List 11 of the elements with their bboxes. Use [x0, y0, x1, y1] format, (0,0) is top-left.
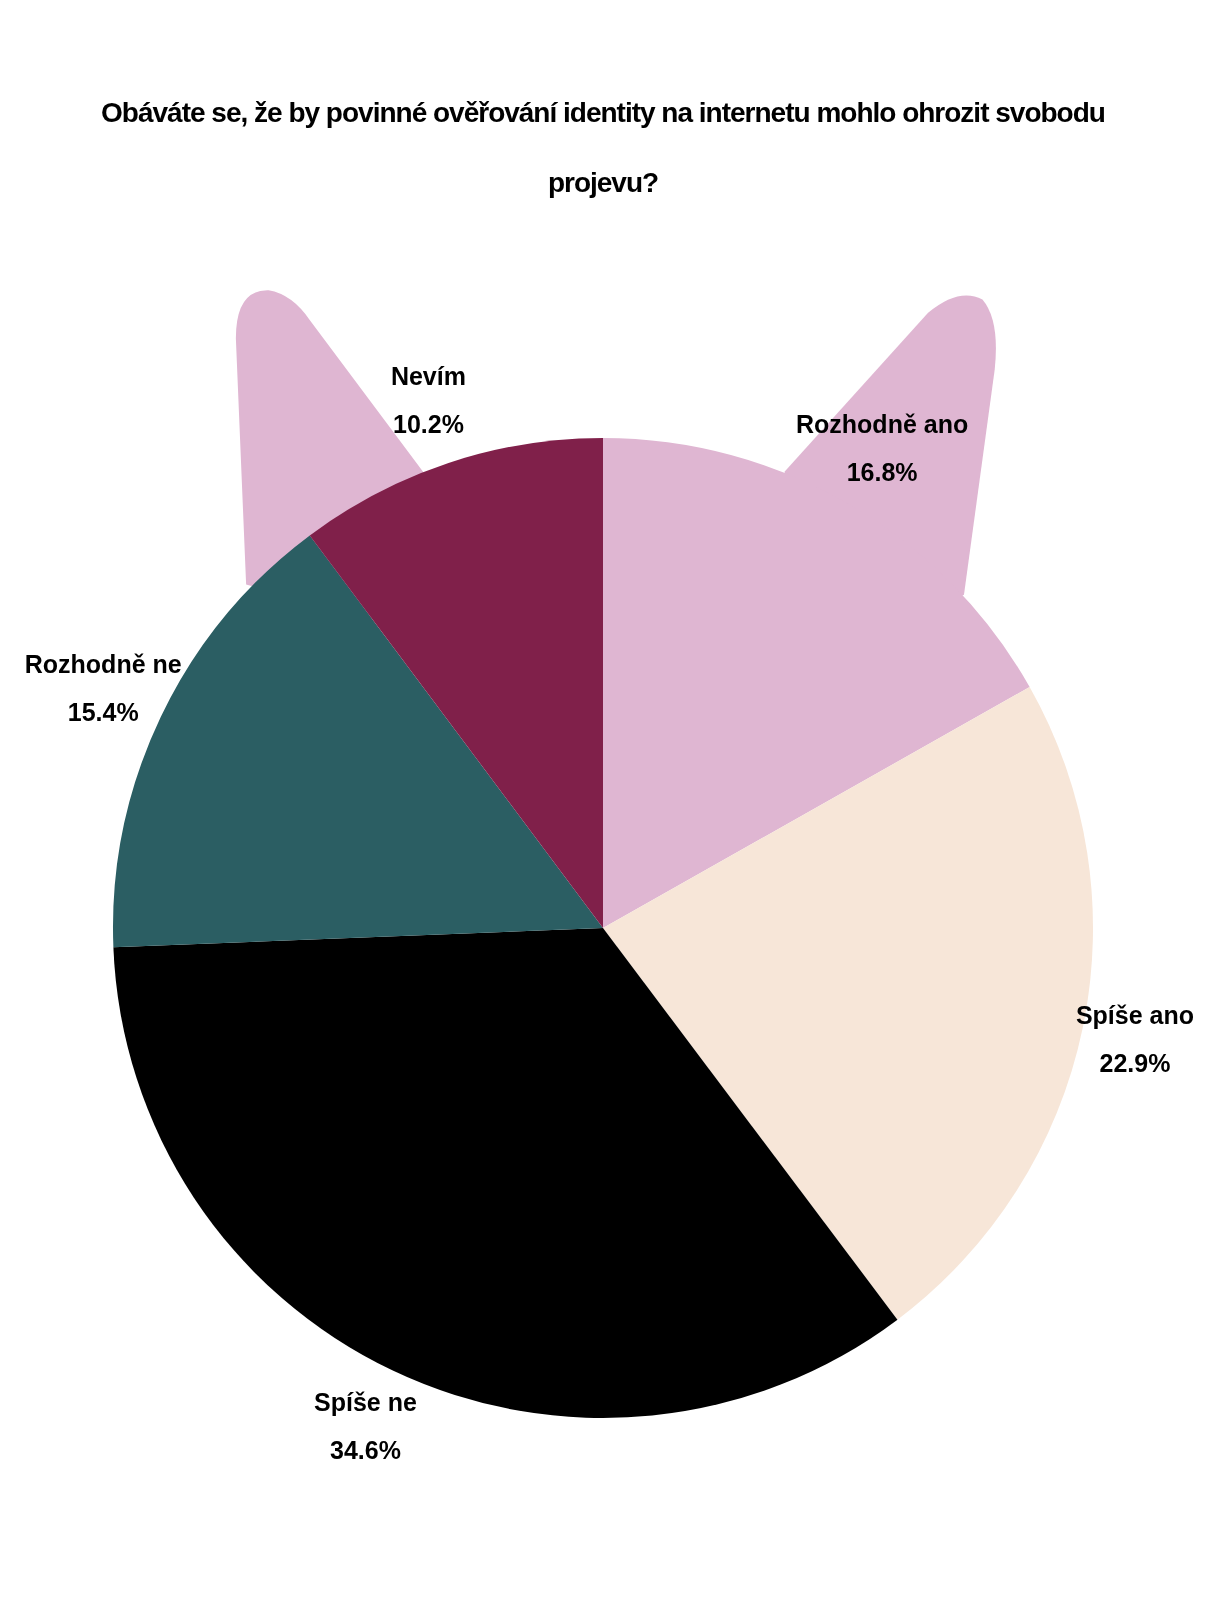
- chart-title: Obáváte se, že by povinné ověřování identity na internetu mohlo ohrozit svobodu projevu?: [101, 97, 1105, 198]
- slice-label: Spíše ne: [314, 1388, 417, 1417]
- data-label: 16.8%: [846, 457, 918, 486]
- data-label: 15.4%: [67, 697, 139, 726]
- slice-label: Nevím: [390, 362, 466, 391]
- data-label: 10.2%: [392, 410, 464, 439]
- slice-label: Spíše ano: [1075, 1001, 1194, 1030]
- slice-label: Rozhodně ano: [796, 409, 969, 438]
- slice-label: Rozhodně ne: [24, 649, 182, 678]
- data-label: 22.9%: [1099, 1049, 1171, 1078]
- data-label: 34.6%: [330, 1436, 401, 1465]
